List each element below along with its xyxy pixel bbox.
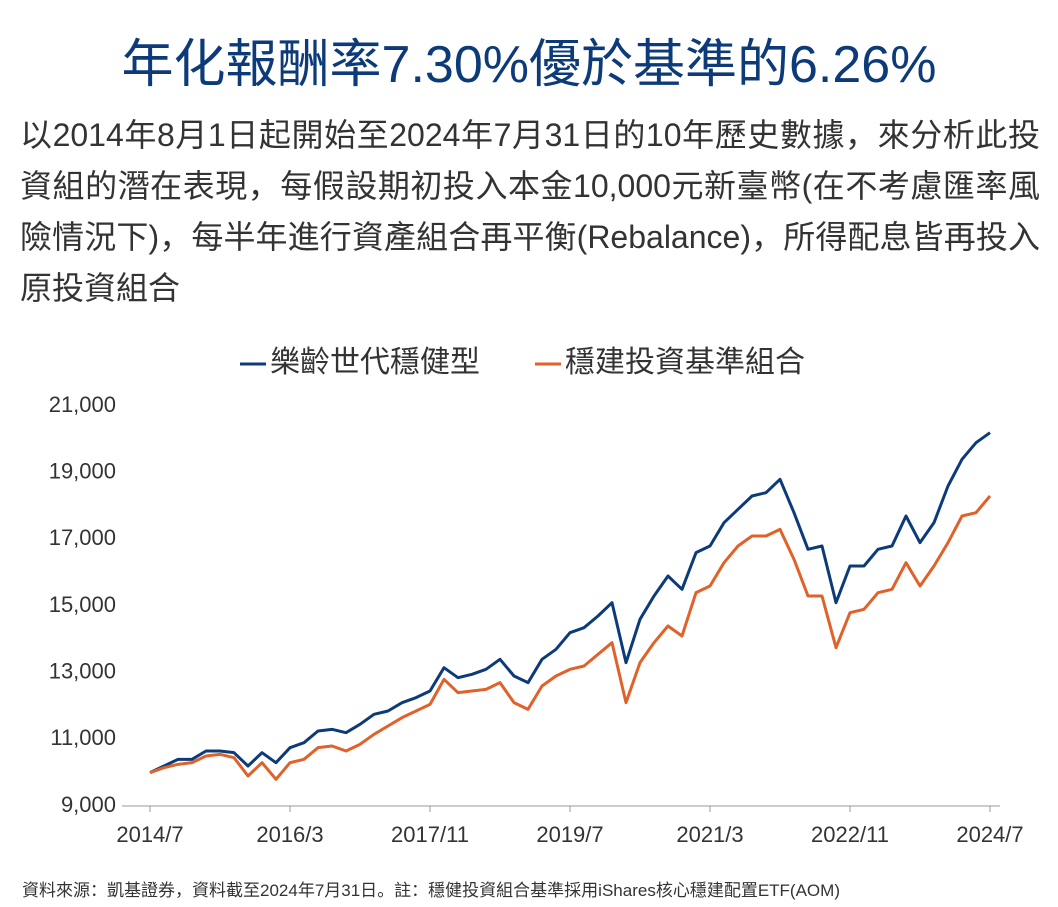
y-tick-label: 15,000 [49,592,116,617]
y-tick-label: 9,000 [61,792,116,817]
legend-label: 穩建投資基準組合 [565,346,805,379]
legend-label: 樂齡世代穩健型 [270,346,480,379]
y-tick-label: 11,000 [50,725,116,750]
x-tick-label: 2022/11 [811,822,889,847]
chart: 9,000 11,000 13,000 15,000 17,000 19,000 21,00… [49,346,1024,847]
x-tick-label: 2014/7 [116,822,183,847]
x-tick-label: 2017/11 [391,822,469,847]
y-tick-label: 21,000 [49,392,116,417]
chart-subtitle: 以2014年8月1日起開始至2024年7月31日的10年歷史數據，來分析此投資組… [20,117,1040,306]
x-tick-label: 2016/3 [256,822,323,847]
series-line [149,431,991,775]
y-tick-label: 17,000 [49,525,116,550]
footnote: 資料來源：凱基證券，資料截至2024年7月31日。註：穩健投資組合基準採用iSh… [22,881,840,900]
x-tick-label: 2024/7 [956,822,1023,847]
x-tick-label: 2021/3 [676,822,743,847]
x-tick-label: 2019/7 [536,822,603,847]
y-tick-label: 13,000 [49,658,116,683]
y-tick-label: 19,000 [49,458,116,483]
chart-title: 年化報酬率7.30%優於基準的6.26% [121,36,937,94]
series-line [149,495,992,781]
